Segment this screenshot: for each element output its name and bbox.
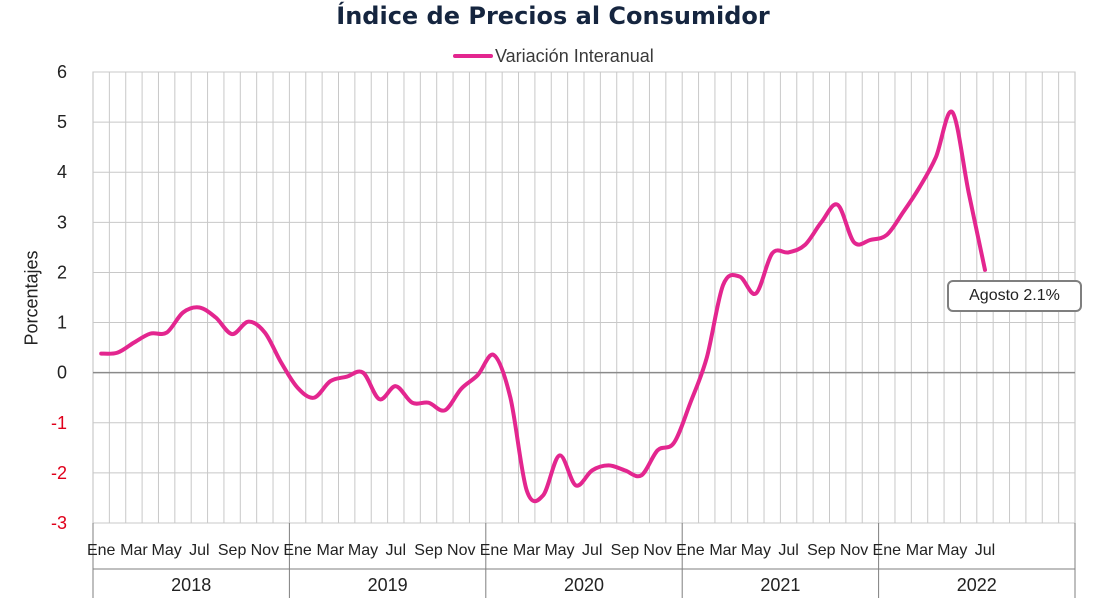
y-tick-label: 5 bbox=[57, 112, 67, 132]
y-tick-label: 2 bbox=[57, 262, 67, 282]
x-tick-label: May bbox=[152, 542, 182, 559]
y-tick-label: 4 bbox=[57, 162, 67, 182]
legend: Variación Interanual bbox=[453, 44, 654, 68]
grid bbox=[92, 71, 1076, 524]
year-label: 2020 bbox=[564, 575, 604, 595]
x-tick-label: Sep bbox=[414, 542, 443, 559]
annotation-callout: Agosto 2.1% bbox=[947, 280, 1082, 312]
x-tick-label: Jul bbox=[778, 542, 798, 559]
x-tick-label: Mar bbox=[906, 542, 934, 559]
y-tick-label: -2 bbox=[51, 463, 67, 483]
x-tick-label: Nov bbox=[251, 542, 279, 559]
year-label: 2021 bbox=[760, 575, 800, 595]
x-tick-label: Jul bbox=[386, 542, 406, 559]
x-tick-label: May bbox=[741, 542, 771, 559]
year-label: 2019 bbox=[368, 575, 408, 595]
y-tick-label: 3 bbox=[57, 212, 67, 232]
y-tick-label: -3 bbox=[51, 513, 67, 533]
y-tick-label: 0 bbox=[57, 363, 67, 383]
chart-title: Índice de Precios al Consumidor bbox=[336, 2, 770, 30]
x-tick-label: Mar bbox=[317, 542, 345, 559]
y-axis-label: Porcentajes bbox=[21, 250, 42, 346]
y-tick-label: 1 bbox=[57, 313, 67, 333]
y-axis: 6 5 4 3 2 1 0 -1 -2 -3 bbox=[51, 62, 67, 533]
year-label: 2022 bbox=[957, 575, 997, 595]
x-tick-label: Sep bbox=[218, 542, 247, 559]
y-tick-label: -1 bbox=[51, 413, 67, 433]
x-tick-label: Nov bbox=[643, 542, 671, 559]
x-tick-label: Nov bbox=[447, 542, 475, 559]
x-tick-label: Ene bbox=[87, 542, 116, 559]
y-tick-label: 6 bbox=[57, 62, 67, 82]
x-tick-label: Sep bbox=[611, 542, 640, 559]
x-tick-label: May bbox=[348, 542, 378, 559]
x-tick-label: Jul bbox=[582, 542, 602, 559]
x-tick-label: Mar bbox=[513, 542, 541, 559]
x-tick-label: May bbox=[544, 542, 574, 559]
x-tick-label: Mar bbox=[709, 542, 737, 559]
x-tick-label: Ene bbox=[676, 542, 705, 559]
x-tick-label: Jul bbox=[189, 542, 209, 559]
x-tick-label: Ene bbox=[873, 542, 902, 559]
x-tick-label: Nov bbox=[840, 542, 868, 559]
series-line bbox=[99, 109, 987, 504]
x-tick-label: Ene bbox=[283, 542, 312, 559]
x-tick-label: Mar bbox=[120, 542, 148, 559]
x-tick-label: Ene bbox=[480, 542, 509, 559]
x-tick-label: May bbox=[937, 542, 967, 559]
x-tick-label: Sep bbox=[807, 542, 836, 559]
legend-swatch bbox=[453, 54, 493, 58]
year-label: 2018 bbox=[171, 575, 211, 595]
legend-label: Variación Interanual bbox=[495, 45, 654, 66]
x-tick-label: Jul bbox=[975, 542, 995, 559]
